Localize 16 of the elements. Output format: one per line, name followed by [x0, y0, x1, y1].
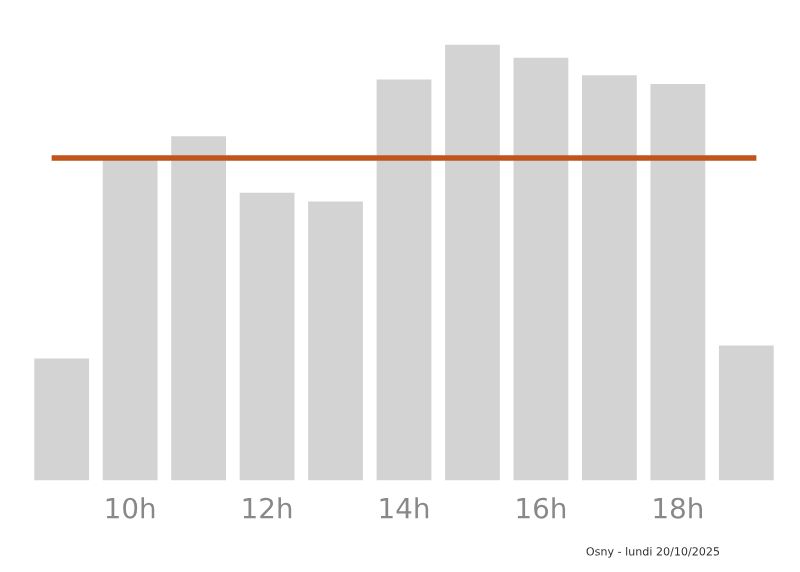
bar [582, 75, 637, 481]
bar [102, 157, 158, 481]
bar [650, 83, 706, 481]
x-tick-label: 10h [106, 497, 155, 519]
bar [171, 136, 226, 481]
bar [239, 192, 295, 481]
x-tick-label: 16h [517, 497, 566, 519]
bar [308, 201, 363, 481]
bar [376, 79, 432, 481]
x-tick-label: 18h [654, 497, 702, 519]
bar [445, 44, 500, 481]
x-tick-label: 14h [380, 497, 429, 519]
bar [34, 358, 90, 481]
bar [718, 345, 774, 481]
bar [513, 57, 569, 481]
x-tick-label: 12h [243, 497, 292, 519]
